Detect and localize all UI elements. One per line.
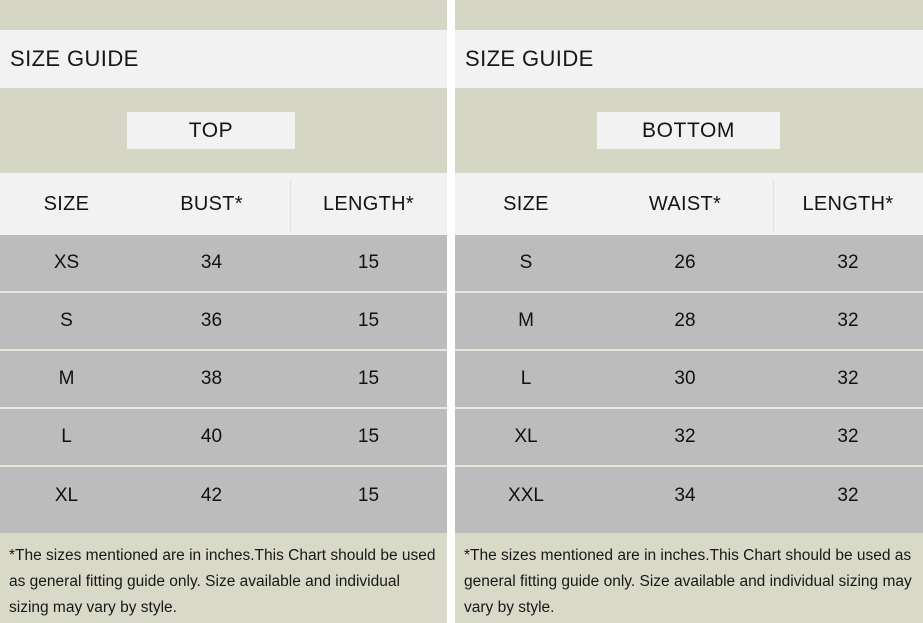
table-row: XL 32 32 bbox=[455, 409, 923, 467]
cell-length: 15 bbox=[357, 252, 380, 273]
cell-size: S bbox=[519, 252, 533, 273]
cell-waist: 34 bbox=[674, 485, 696, 506]
table-row: S 36 15 bbox=[0, 293, 447, 351]
table-row: M 38 15 bbox=[0, 351, 447, 409]
cell-length: 32 bbox=[837, 252, 859, 273]
column-header-length: LENGTH* bbox=[322, 192, 414, 215]
footnote-text: *The sizes mentioned are in inches.This … bbox=[464, 547, 912, 616]
cell-bust: 34 bbox=[200, 252, 223, 273]
cell-bust: 36 bbox=[200, 310, 223, 331]
footnote-block: *The sizes mentioned are in inches.This … bbox=[0, 533, 447, 623]
cell-size: M bbox=[58, 368, 75, 389]
table-row: XXL 34 32 bbox=[455, 467, 923, 525]
header-column-divider bbox=[773, 179, 774, 233]
cell-waist: 26 bbox=[674, 252, 696, 273]
cell-length: 15 bbox=[357, 368, 380, 389]
panel-title-band: SIZE GUIDE bbox=[0, 30, 447, 88]
table-body: XS 34 15 S 36 15 M 38 15 L 40 15 XL 42 bbox=[0, 235, 447, 533]
category-badge-bottom: BOTTOM bbox=[597, 112, 780, 149]
table-header-row: SIZE WAIST* LENGTH* bbox=[455, 173, 923, 235]
column-header-waist: WAIST* bbox=[648, 192, 722, 215]
panel-top-strip bbox=[455, 0, 923, 30]
panel-separator bbox=[447, 0, 455, 623]
column-header-size: SIZE bbox=[503, 192, 549, 215]
category-band: BOTTOM bbox=[455, 88, 923, 173]
column-header-length: LENGTH* bbox=[802, 192, 894, 215]
cell-waist: 30 bbox=[674, 368, 696, 389]
column-header-size: SIZE bbox=[43, 192, 90, 215]
page-title: SIZE GUIDE bbox=[10, 46, 139, 71]
header-column-divider bbox=[290, 179, 291, 233]
size-guide-panel-top: SIZE GUIDE TOP SIZE BUST* LENGTH* XS 34 … bbox=[0, 0, 447, 623]
table-body: S 26 32 M 28 32 L 30 32 XL 32 32 XXL 34 bbox=[455, 235, 923, 533]
category-badge-top: TOP bbox=[127, 112, 295, 149]
cell-waist: 32 bbox=[674, 426, 696, 447]
category-badge-label: TOP bbox=[188, 118, 234, 142]
cell-size: M bbox=[518, 310, 534, 331]
panel-title-band: SIZE GUIDE bbox=[455, 30, 923, 88]
table-row: L 30 32 bbox=[455, 351, 923, 409]
cell-length: 32 bbox=[837, 368, 859, 389]
cell-size: S bbox=[60, 310, 73, 331]
cell-size: XS bbox=[53, 252, 80, 273]
column-header-bust: BUST* bbox=[180, 192, 243, 215]
cell-bust: 42 bbox=[200, 485, 223, 506]
table-row: XS 34 15 bbox=[0, 235, 447, 293]
panel-top-strip bbox=[0, 0, 447, 30]
cell-bust: 38 bbox=[200, 368, 223, 389]
cell-size: XL bbox=[514, 426, 538, 447]
category-badge-label: BOTTOM bbox=[641, 118, 736, 142]
cell-length: 32 bbox=[837, 310, 859, 331]
size-guide-panel-bottom: SIZE GUIDE BOTTOM SIZE WAIST* LENGTH* S … bbox=[455, 0, 923, 623]
cell-length: 32 bbox=[837, 485, 859, 506]
cell-length: 32 bbox=[837, 426, 859, 447]
cell-size: XXL bbox=[508, 485, 544, 506]
cell-length: 15 bbox=[357, 485, 380, 506]
cell-size: XL bbox=[54, 485, 79, 506]
cell-size: L bbox=[520, 368, 532, 389]
cell-waist: 28 bbox=[674, 310, 696, 331]
cell-length: 15 bbox=[357, 426, 380, 447]
table-row: S 26 32 bbox=[455, 235, 923, 293]
page-title: SIZE GUIDE bbox=[465, 46, 594, 71]
table-row: L 40 15 bbox=[0, 409, 447, 467]
table-row: XL 42 15 bbox=[0, 467, 447, 525]
cell-bust: 40 bbox=[200, 426, 223, 447]
table-header-row: SIZE BUST* LENGTH* bbox=[0, 173, 447, 235]
table-row: M 28 32 bbox=[455, 293, 923, 351]
cell-size: L bbox=[61, 426, 72, 447]
cell-length: 15 bbox=[357, 310, 380, 331]
category-band: TOP bbox=[0, 88, 447, 173]
footnote-block: *The sizes mentioned are in inches.This … bbox=[455, 533, 923, 623]
footnote-text: *The sizes mentioned are in inches.This … bbox=[9, 547, 436, 616]
